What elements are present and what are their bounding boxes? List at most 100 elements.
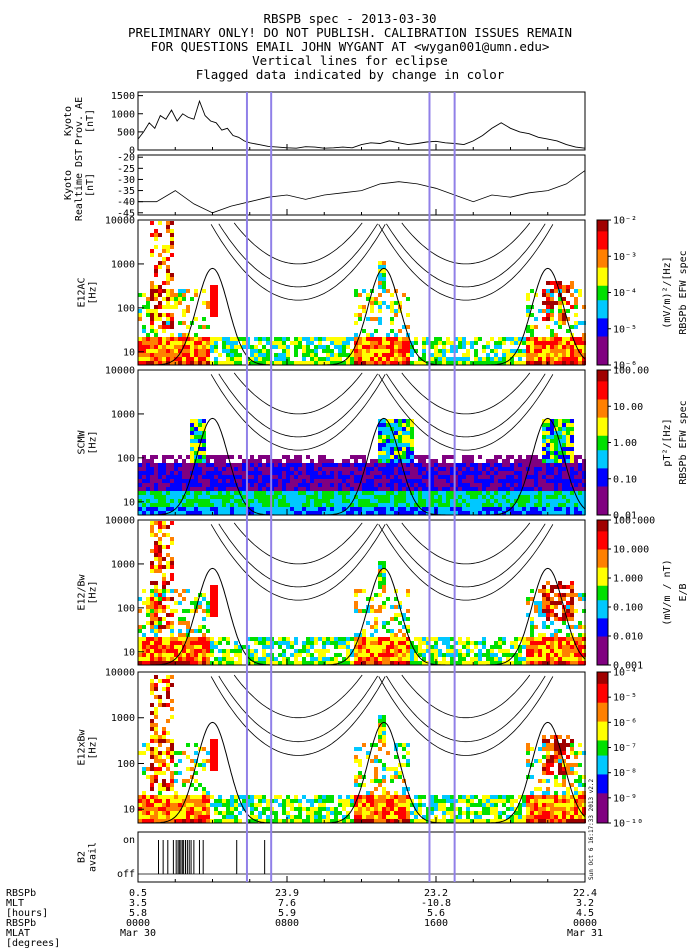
curve (401, 372, 531, 415)
y-tick-label: 10000 (105, 516, 135, 527)
colorbar-cell (597, 321, 608, 326)
colorbar-cell (597, 625, 608, 630)
colorbar-cell (597, 773, 608, 779)
curve (386, 523, 546, 588)
colorbar-tick-label: 0.001 (613, 661, 643, 672)
y-tick-label: -45 (117, 208, 135, 219)
colorbar-cell (597, 541, 608, 546)
y-tick-label: 10000 (105, 366, 135, 377)
colorbar-tick-label: 10.00 (613, 402, 643, 413)
header-line: Vertical lines for eclipse (252, 53, 448, 68)
curve (210, 224, 386, 301)
y-tick-label: 100 (117, 453, 135, 464)
curve (210, 374, 386, 451)
time-column-value: 3.5 (128, 898, 148, 909)
colorbar-cell (597, 578, 608, 583)
version-stamp: Sun Oct 6 16:17:33 2013 v2.2 (588, 778, 595, 880)
time-column-value: 0800 (274, 918, 300, 929)
colorbar-cell (597, 657, 608, 662)
colorbar-cell (597, 256, 608, 261)
colorbar-cell (597, 617, 608, 622)
curve (138, 567, 287, 666)
colorbar-cell (597, 552, 608, 557)
colorbar-cell (597, 238, 608, 243)
b2-frame (137, 831, 586, 883)
colorbar-cell (597, 724, 608, 730)
colorbar-cell (597, 599, 608, 604)
y-axis-label: E12xBw (77, 728, 88, 765)
y-axis-label: Kyoto (63, 170, 74, 200)
colorbar-cell (597, 317, 608, 322)
colorbar-tick-label: 1.000 (613, 574, 643, 585)
colorbar-cell (597, 570, 608, 575)
colorbar-cell (597, 520, 608, 525)
colorbar-cell (597, 567, 608, 572)
colorbar-cell (597, 523, 608, 528)
colorbar-cell (597, 438, 608, 443)
colorbar-cell (597, 431, 608, 436)
colorbar-cell (597, 713, 608, 718)
colorbar-tick-label: 10.000 (613, 545, 649, 556)
colorbar-cell (597, 807, 608, 813)
colorbar-cell (597, 739, 608, 745)
colorbar-cell (597, 732, 608, 737)
colorbar-cell (597, 420, 608, 425)
colorbar-cell (597, 299, 608, 304)
colorbar-cell (597, 549, 608, 554)
colorbar-cell (597, 460, 608, 465)
colorbar-tick-label: 10⁻⁸ (613, 768, 637, 779)
colorbar-cell (597, 270, 608, 275)
y-tick-label: 100 (117, 759, 135, 770)
colorbar-cell (597, 409, 608, 414)
colorbar-cell (597, 406, 608, 411)
time-column-value: 3.2 (575, 898, 595, 909)
colorbar-cell (597, 815, 608, 820)
colorbar-cell (597, 234, 608, 239)
colorbar-cell (597, 603, 608, 608)
colorbar-cell (597, 278, 608, 283)
y-tick-label: 100 (117, 603, 135, 614)
y-tick-label: 10 (123, 347, 135, 358)
colorbar-cell (597, 563, 608, 568)
y-tick-label: 500 (117, 127, 135, 138)
curve (473, 267, 586, 366)
colorbar-cell (597, 789, 608, 794)
dst-frame (137, 154, 586, 216)
colorbar-cell (597, 354, 608, 359)
colorbar-cell (597, 328, 608, 333)
colorbar-cell (597, 654, 608, 659)
colorbar-cell (597, 402, 608, 407)
colorbar-cell (597, 504, 608, 509)
y-tick-label: 10000 (105, 216, 135, 227)
ae-frame (137, 91, 586, 151)
curve (233, 372, 363, 415)
colorbar-cell (597, 296, 608, 301)
colorbar-cell (597, 489, 608, 494)
colorbar-cell (597, 417, 608, 422)
colorbar-tick-label: 10⁻⁵ (613, 324, 637, 335)
colorbar-cell (597, 804, 608, 809)
y-tick-label: -40 (117, 197, 135, 208)
time-row-label: RBSPb (6, 888, 37, 899)
colorbar-cell (597, 343, 608, 348)
colorbar-cell (597, 621, 608, 626)
time-column-value: 0000 (125, 918, 151, 929)
colorbar-cell (597, 281, 608, 286)
y-axis-label: B2 (77, 851, 88, 863)
colorbar-tick-label: 100.000 (613, 516, 655, 527)
time-column-value: 23.2 (423, 888, 449, 899)
colorbar-cell (597, 545, 608, 550)
time-column-value: Mar 31 (566, 928, 604, 939)
colorbar-cell (597, 511, 608, 516)
curve (233, 222, 363, 265)
colorbar-tick-label: 10⁻⁶ (613, 361, 637, 372)
colorbar-cell (597, 785, 608, 790)
y-tick-label: 10 (123, 647, 135, 658)
colorbar-tick-label: 10⁻³ (613, 252, 637, 263)
colorbar-cell (597, 585, 608, 590)
colorbar-cell (597, 241, 608, 246)
y-tick-label: 10 (123, 805, 135, 816)
y-tick-label: 1000 (111, 409, 135, 420)
header-line: FOR QUESTIONS EMAIL JOHN WYGANT AT <wyga… (150, 39, 550, 54)
y-tick-label: -20 (117, 153, 135, 164)
